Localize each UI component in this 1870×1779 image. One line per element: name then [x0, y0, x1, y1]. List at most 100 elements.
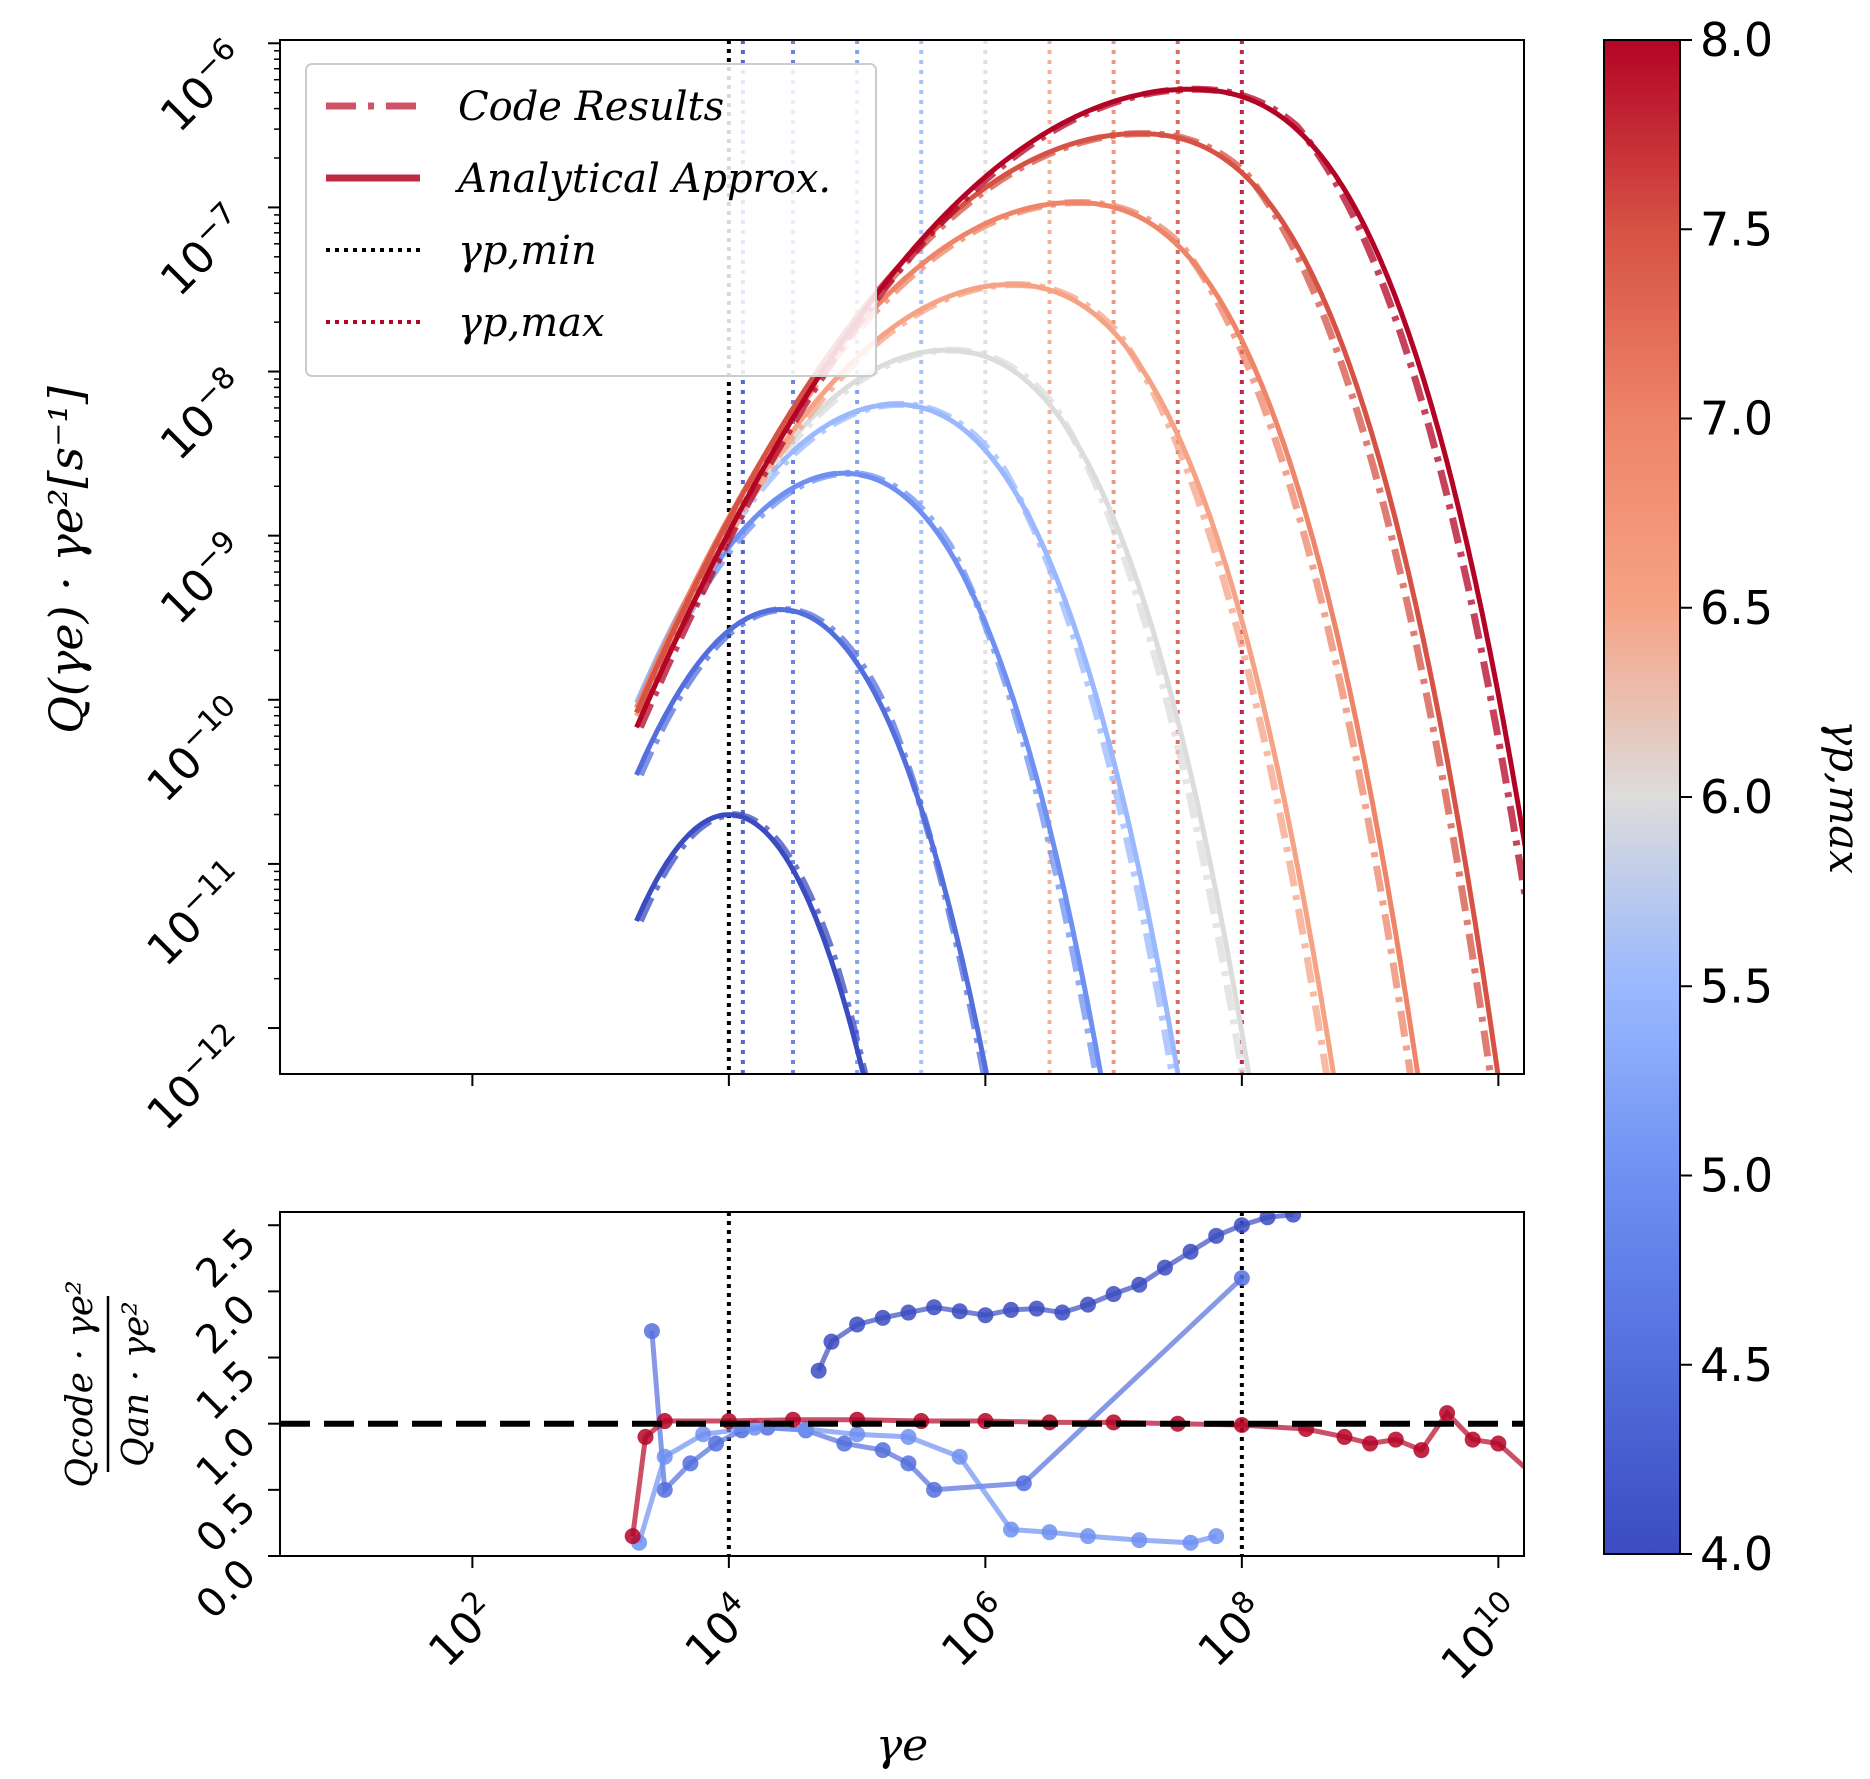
ratio-point [1362, 1435, 1379, 1452]
ratio-point [1182, 1243, 1199, 1260]
y-tick-label: 10−9 [147, 524, 257, 634]
colorbar: 4.0 4.5 5.0 5.5 6.0 6.5 7.0 7.5 8.0 γp,max [1603, 13, 1869, 1581]
ratio-point [1028, 1300, 1045, 1317]
legend-label: γp,max [458, 300, 605, 346]
ratio-point [1003, 1301, 1020, 1318]
ratio-point [1131, 1276, 1148, 1293]
ratio-point [624, 1528, 641, 1545]
ratio-point [874, 1442, 891, 1459]
y-tick-label: 10−7 [147, 196, 257, 306]
x-tick-exponent: 6 [968, 1584, 1006, 1622]
x-tick-exponent: 10 [1468, 1584, 1520, 1636]
ratio-point [1464, 1431, 1481, 1448]
y-tick-exponent: −7 [187, 196, 243, 252]
y-tick-label: 1.0 [188, 1418, 266, 1496]
analytical-curve [634, 812, 866, 1074]
bottom-x-axis-label: γe [876, 1720, 928, 1771]
y-tick-label: 2.5 [188, 1220, 266, 1298]
x-tick-exponent: 2 [455, 1584, 493, 1622]
x-tick-exponent: 8 [1225, 1584, 1263, 1622]
legend-box [305, 63, 877, 377]
bottom-axes-frame [279, 1211, 1525, 1557]
ratio-point [1015, 1475, 1032, 1492]
colorbar-tick-label: 5.5 [1700, 959, 1773, 1013]
top-x-ticks [471, 1074, 1500, 1086]
colorbar-ticks: 4.0 4.5 5.0 5.5 6.0 6.5 7.0 7.5 8.0 [1680, 13, 1773, 1581]
ratio-point [1233, 1270, 1250, 1287]
ratio-point [1208, 1528, 1225, 1545]
y-tick-label: 10−12 [134, 1016, 258, 1140]
top-curves [634, 85, 1524, 1074]
ratio-point [977, 1307, 994, 1324]
ratio-point [951, 1303, 968, 1320]
ratio-point [849, 1426, 866, 1443]
top-axes-frame [279, 39, 1525, 1075]
x-tick-label: 102 [415, 1584, 508, 1677]
ratio-point [1233, 1217, 1250, 1234]
analytical-curve [634, 606, 990, 1074]
ratio-numerator: Qcode · γe² [60, 1280, 101, 1487]
ratio-point [1413, 1442, 1430, 1459]
analytical-curve [634, 131, 1501, 1074]
ratio-point [1285, 1212, 1302, 1223]
colorbar-tick-label: 8.0 [1700, 13, 1773, 67]
ratio-point [1156, 1259, 1173, 1276]
ratio-point [708, 1435, 725, 1452]
ratio-point [1439, 1405, 1456, 1422]
legend-label: Analytical Approx. [454, 156, 831, 202]
y-tick-exponent: −12 [173, 1016, 243, 1086]
colorbar-tick-label: 4.0 [1700, 1527, 1773, 1581]
legend-label: γp,min [458, 228, 597, 274]
y-tick-label: 10−6 [147, 31, 257, 141]
legend-label: Code Results [458, 84, 724, 130]
ratio-point [746, 1419, 763, 1436]
ratio-point [823, 1333, 840, 1350]
y-tick-label: 10−8 [147, 360, 257, 470]
ratio-point [1105, 1286, 1122, 1303]
colorbar-tick-label: 7.5 [1700, 202, 1773, 256]
ratio-point [1182, 1534, 1199, 1551]
x-tick-exponent: 4 [712, 1584, 750, 1622]
ratio-point [900, 1455, 917, 1472]
code-results-curve [637, 346, 1246, 1074]
y-tick-label: 0.0 [188, 1551, 266, 1629]
y-tick-label: 2.0 [188, 1286, 266, 1364]
ratio-point [836, 1435, 853, 1452]
y-tick-exponent: −8 [187, 360, 243, 416]
y-tick-exponent: −6 [187, 31, 243, 87]
ratio-point [926, 1299, 943, 1316]
ratio-point [900, 1304, 917, 1321]
ratio-point [656, 1448, 673, 1465]
top-panel: 10−12 10−11 10−10 10−9 10−8 10−7 10−6 Code Res… [39, 31, 1525, 1140]
ratio-point [951, 1448, 968, 1465]
y-tick-exponent: −10 [173, 688, 243, 758]
y-tick-exponent: −9 [187, 524, 243, 580]
ratio-point [1387, 1431, 1404, 1448]
bottom-curves [280, 1212, 1558, 1556]
ratio-point [1208, 1227, 1225, 1244]
code-results-curve [637, 469, 1100, 1074]
code-results-curve [637, 605, 988, 1074]
colorbar-tick-label: 5.0 [1700, 1149, 1773, 1203]
ratio-point [695, 1426, 712, 1443]
ratio-point [1054, 1304, 1071, 1321]
colorbar-label: γp,max [1820, 720, 1869, 874]
ratio-point [900, 1428, 917, 1445]
ratio-point [874, 1309, 891, 1326]
top-y-axis-label: Q(γe) · γe²[s⁻¹] [39, 386, 93, 734]
ratio-point [1542, 1482, 1558, 1498]
analytical-curve [634, 86, 1524, 855]
ratio-denominator: Qan · γe² [116, 1301, 157, 1467]
ratio-point [1259, 1212, 1276, 1226]
y-tick-exponent: −11 [173, 852, 243, 922]
bottom-y-axis-label: Qcode · γe² Qan · γe² [60, 1280, 157, 1487]
ratio-point [926, 1481, 943, 1498]
ratio-curve [636, 1425, 1217, 1546]
x-tick-label: 108 [1185, 1584, 1278, 1677]
ratio-point [1079, 1528, 1096, 1545]
ratio-point [656, 1481, 673, 1498]
y-tick-label: 10−10 [134, 688, 258, 812]
ratio-point [1079, 1296, 1096, 1313]
